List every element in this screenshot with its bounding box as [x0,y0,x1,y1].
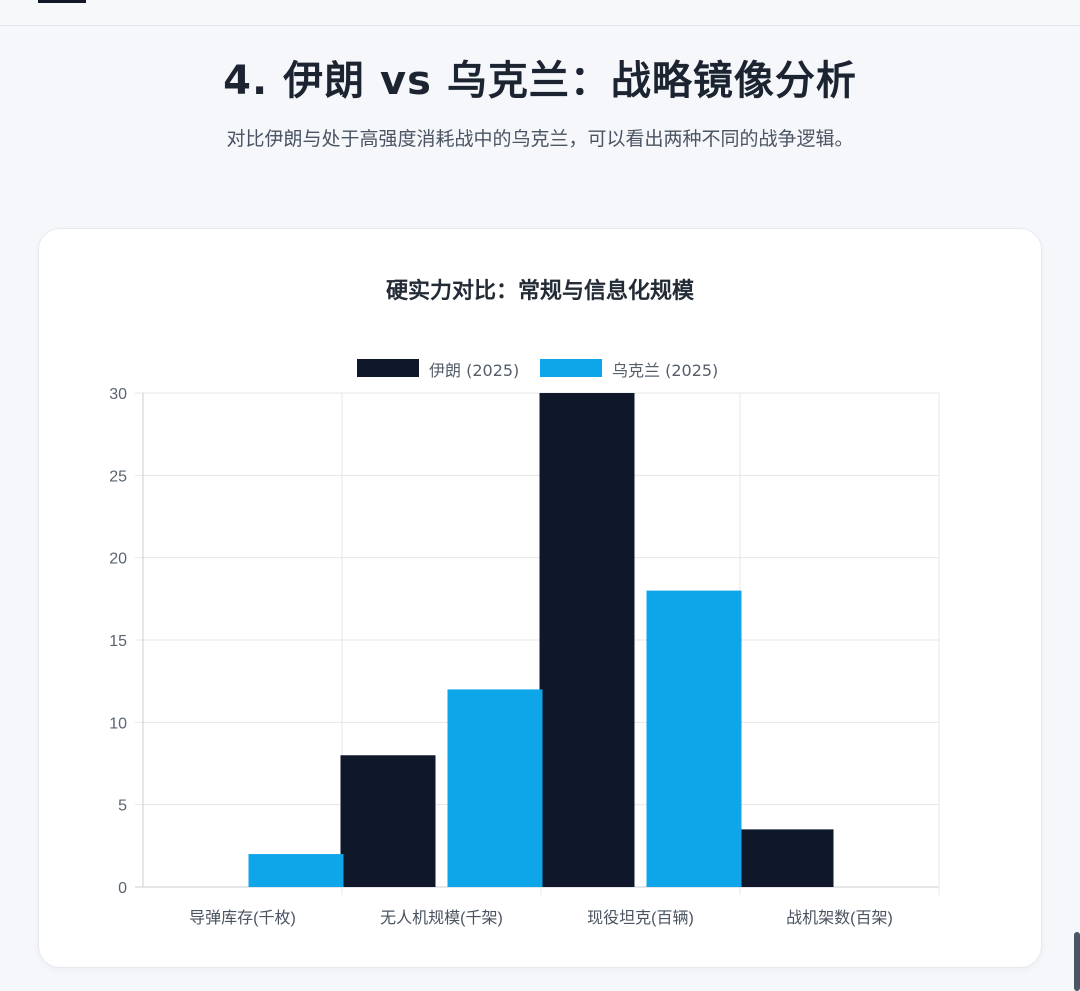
x-tick-label: 战机架数(百架) [786,909,893,927]
y-tick-label: 25 [109,468,127,485]
section-title: 4. 伊朗 vs 乌克兰：战略镜像分析 [223,58,857,104]
y-tick-label: 10 [109,715,127,732]
x-tick-label: 现役坦克(百辆) [587,909,694,927]
y-tick-label: 30 [109,386,127,403]
legend-label-ukraine[interactable]: 乌克兰 (2025) [612,361,719,380]
bar [738,829,834,887]
legend-swatch-iran[interactable] [357,359,419,377]
top-bar-mark [38,0,86,3]
bar [539,393,635,887]
legend-swatch-ukraine[interactable] [540,359,602,377]
scrollbar-thumb[interactable] [1074,932,1080,991]
x-tick-label: 无人机规模(千架) [380,909,503,927]
bar [646,590,742,887]
top-bar [0,0,1080,26]
chart-card: 硬实力对比：常规与信息化规模 伊朗 (2025) 乌克兰 (2025) 0 5 10… [38,228,1042,968]
y-tick-label: 20 [109,551,127,568]
section-subtitle: 对比伊朗与处于高强度消耗战中的乌克兰，可以看出两种不同的战争逻辑。 [226,128,854,150]
x-tick-label: 导弹库存(千枚) [189,909,296,927]
bar [248,854,344,887]
bar [340,755,436,887]
y-tick-label: 0 [118,880,127,897]
y-tick-label: 15 [109,633,127,650]
y-tick-label: 5 [118,798,127,815]
legend-label-iran[interactable]: 伊朗 (2025) [429,361,520,380]
bar [447,689,543,887]
bar-chart: 0 5 10 15 20 25 30 导弹库存(千枚) 无人机规模(千架) 现役坦克(百辆) 战机架… [109,386,940,927]
chart-title: 硬实力对比：常规与信息化规模 [385,279,694,304]
